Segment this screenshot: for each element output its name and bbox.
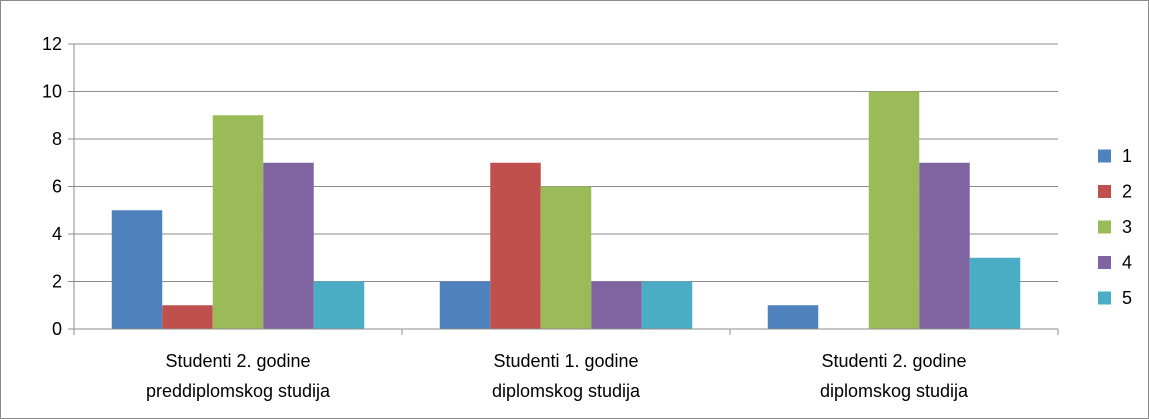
bar-series-1: [439, 281, 491, 329]
legend-swatch: [1098, 220, 1111, 234]
legend-swatch: [1098, 256, 1111, 269]
x-category-labels: Studenti 2. godine preddiplomskog studija…: [146, 351, 969, 401]
x-category-label: diplomskog studija: [492, 381, 641, 401]
bar-series-2: [162, 305, 213, 329]
x-category-label: Studenti 2. godine: [165, 351, 310, 371]
bar-series-5: [641, 281, 693, 329]
bar-series-3: [212, 115, 264, 329]
bar-series-5: [969, 257, 1021, 329]
legend-swatch: [1098, 149, 1111, 163]
legend-label: 2: [1122, 182, 1132, 202]
legend-label: 1: [1122, 146, 1132, 166]
legend-label: 4: [1122, 253, 1132, 273]
legend-swatch: [1098, 291, 1111, 305]
bar-series-2: [490, 162, 541, 329]
y-tick-label: 2: [52, 272, 62, 292]
bar-series-4: [263, 162, 314, 329]
bar-series-3: [868, 91, 920, 329]
bar-series-4: [591, 281, 642, 329]
legend-label: 3: [1122, 217, 1132, 237]
y-tick-label: 6: [52, 177, 62, 197]
bar-series-1: [111, 210, 163, 329]
y-tick-label: 10: [42, 82, 62, 102]
bar-series-4: [919, 162, 970, 329]
x-category-label: Studenti 2. godine: [821, 351, 966, 371]
axes: [68, 43, 1059, 335]
x-category-label: preddiplomskog studija: [146, 381, 331, 401]
bar-series-1: [767, 305, 819, 329]
y-tick-label: 4: [52, 224, 62, 244]
bar-series-5: [313, 281, 365, 329]
y-tick-label: 12: [42, 34, 62, 54]
legend-label: 5: [1122, 288, 1132, 308]
x-category-label: Studenti 1. godine: [493, 351, 638, 371]
legend-swatch: [1098, 185, 1111, 198]
bars: [111, 91, 1021, 329]
x-category-label: diplomskog studija: [820, 381, 969, 401]
legend: 1 2 3 4 5: [1098, 146, 1132, 308]
y-tick-label: 0: [52, 319, 62, 339]
y-tick-labels: 0 2 4 6 8 10 12: [42, 34, 62, 339]
y-tick-label: 8: [52, 129, 62, 149]
bar-series-3: [540, 186, 592, 329]
